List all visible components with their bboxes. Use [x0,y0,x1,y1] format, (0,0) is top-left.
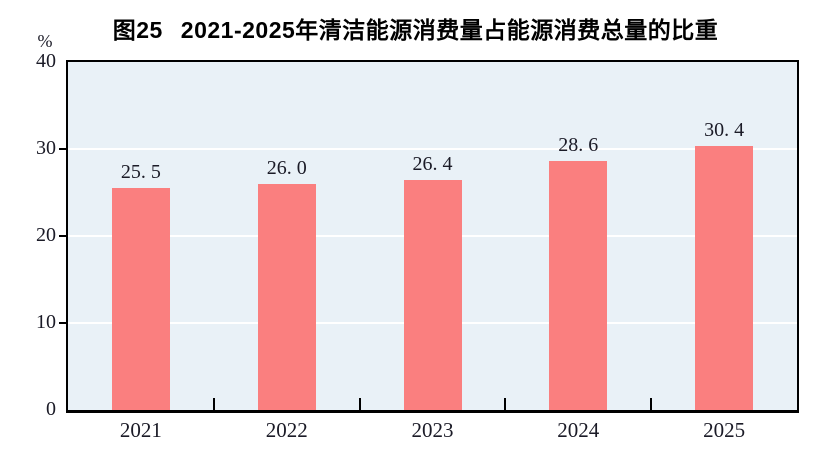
chart-title: 图25 2021-2025年清洁能源消费量占能源消费总量的比重 [0,11,831,45]
x-axis-tick [358,398,361,410]
x-tick-label: 2022 [265,418,308,442]
figure-number: 图25 [112,17,163,43]
x-axis-tick [504,398,507,410]
y-axis-tick [59,322,67,324]
x-tick-label: 2021 [119,418,162,442]
plot-area: 25. 5 26. 0 26. 4 28. 6 30. 4 [68,62,797,410]
bar-2023 [403,180,462,410]
x-tick-label: 2023 [411,418,454,442]
bar-value-label: 25. 5 [120,161,161,184]
x-tick-label: 2024 [557,418,600,442]
bar-2022 [257,183,316,410]
bar-2024 [549,161,608,410]
bar-value-label: 26. 0 [266,156,307,179]
bar-2025 [695,145,754,410]
x-tick-label: 2025 [703,418,746,442]
y-tick-label: 10 [36,311,56,333]
y-tick-label: 0 [46,398,56,420]
y-tick-label: 40 [36,50,56,72]
x-axis-tick [212,398,215,410]
y-axis-unit-label: % [37,31,53,51]
y-tick-label: 20 [36,224,56,246]
y-tick-label: 30 [36,137,56,159]
y-gridline [68,148,797,150]
bar-2021 [111,188,170,410]
bar-value-label: 26. 4 [412,153,453,176]
y-axis-tick [59,235,67,237]
chart-title-text: 2021-2025年清洁能源消费量占能源消费总量的比重 [180,17,719,43]
bar-value-label: 30. 4 [704,118,745,141]
bar-value-label: 28. 6 [558,134,599,157]
x-axis-tick [650,398,653,410]
y-axis-tick [59,148,67,150]
